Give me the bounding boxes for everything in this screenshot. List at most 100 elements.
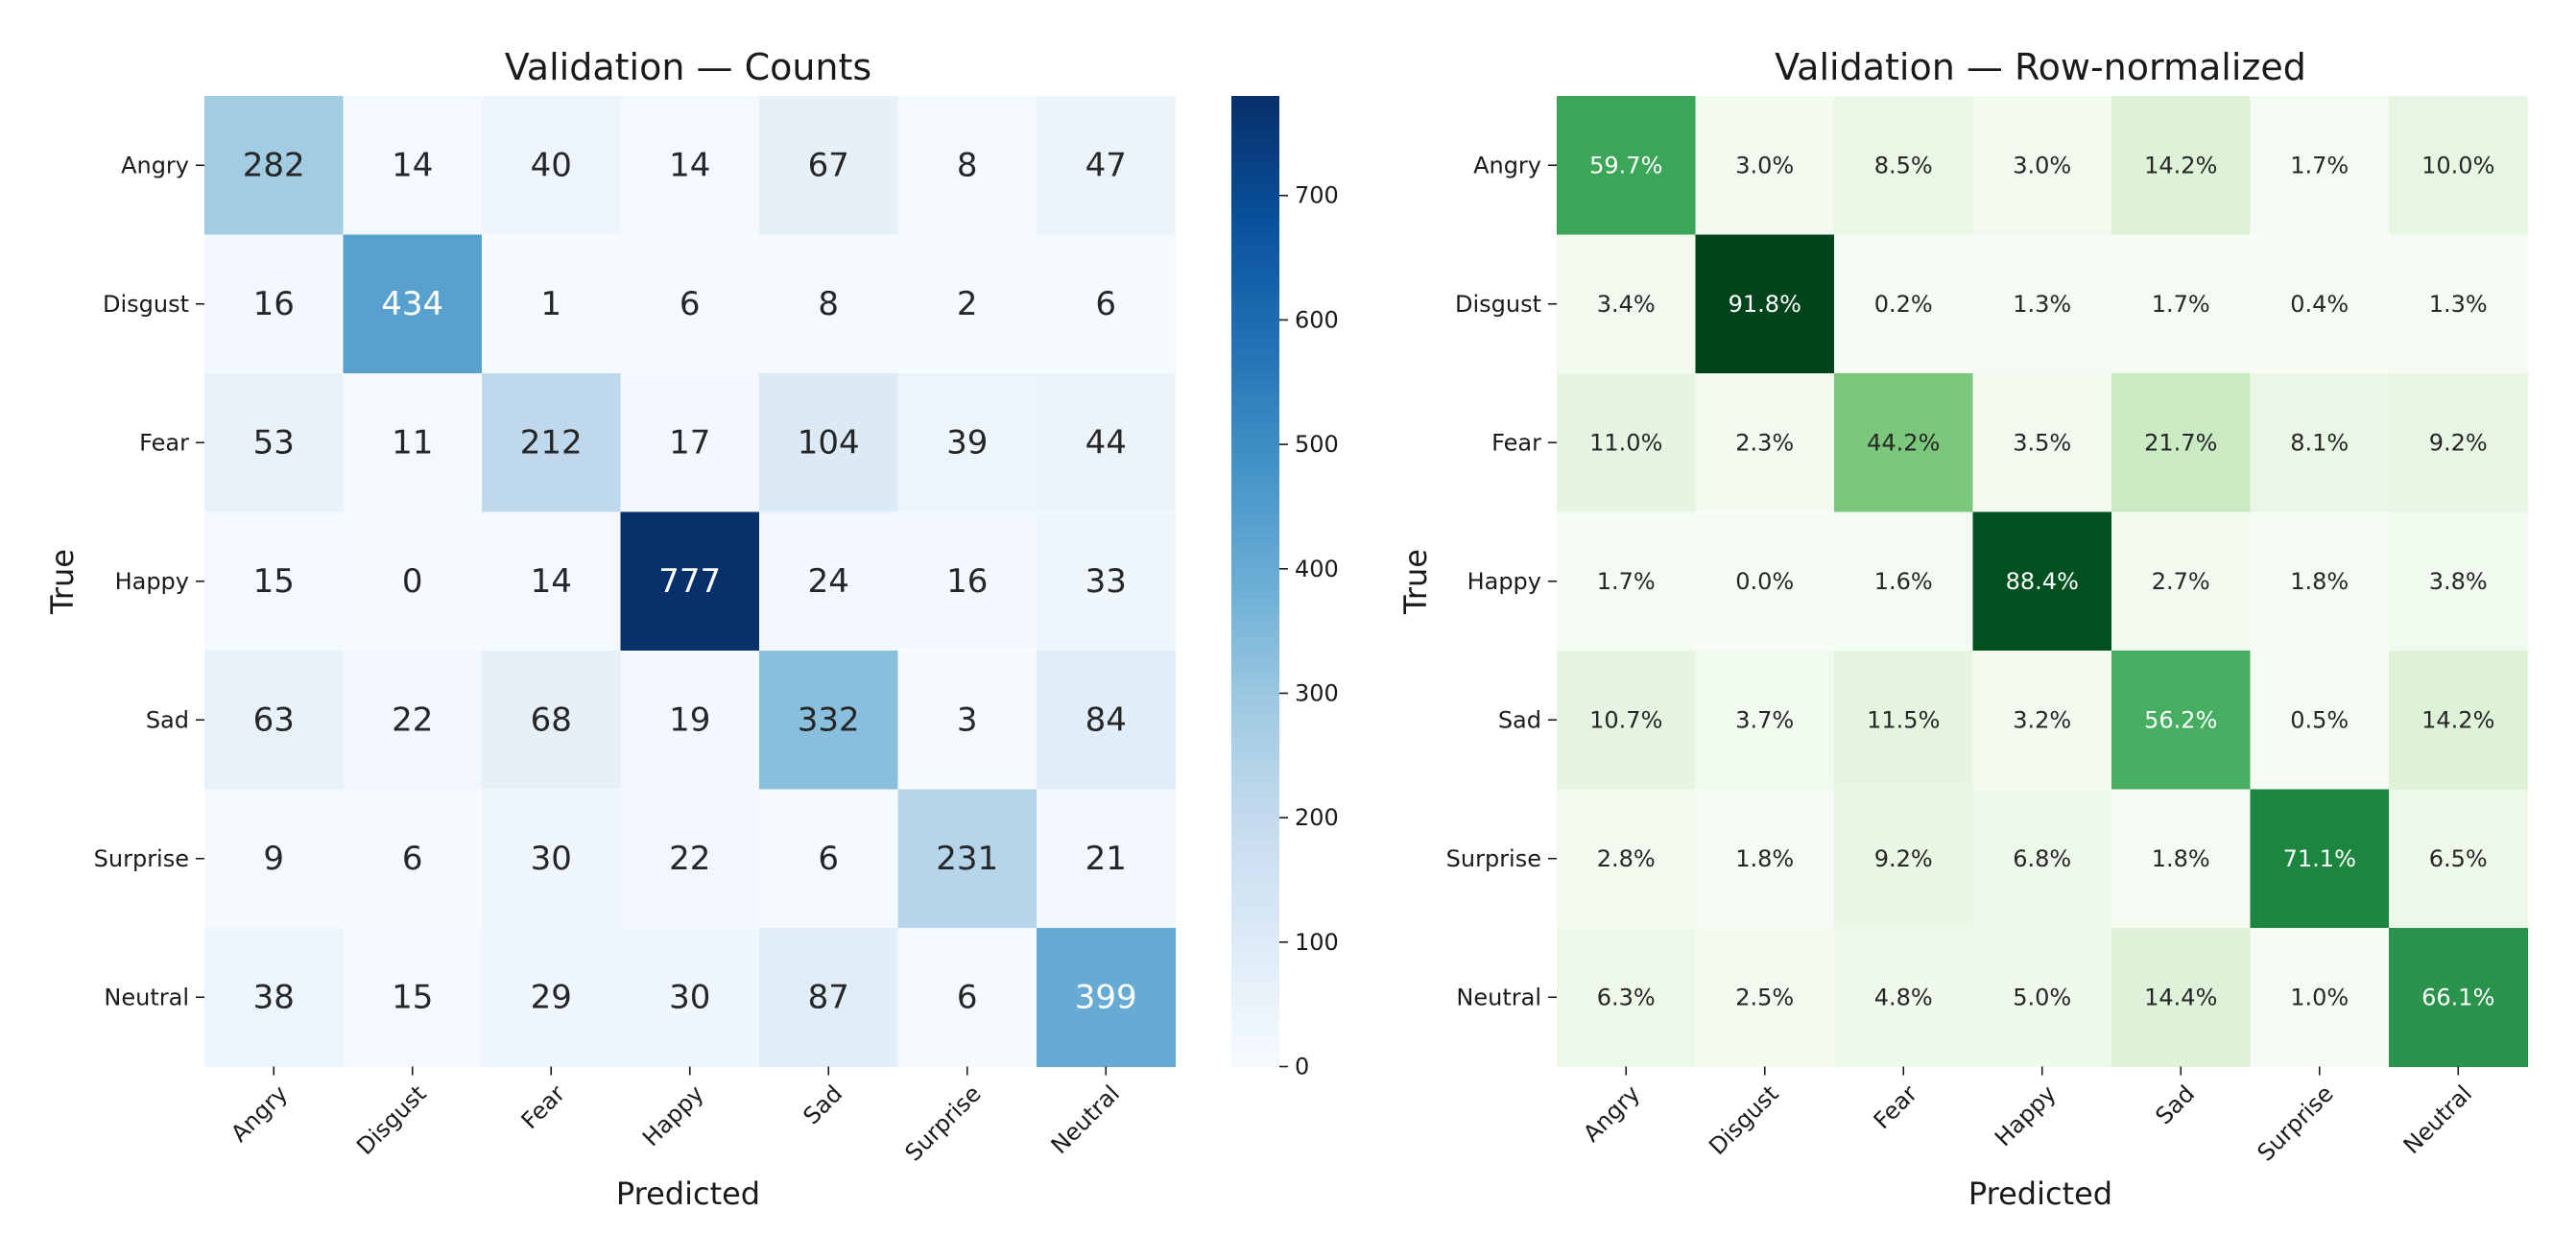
counts-cell-label: 14 <box>531 562 572 601</box>
normalized-cell <box>1695 651 1835 791</box>
counts-cell <box>482 96 622 236</box>
normalized-cell <box>1695 373 1835 513</box>
colorbar-gradient-segment <box>1231 767 1279 776</box>
counts-cell <box>1037 928 1177 1068</box>
colorbar-gradient-segment <box>1231 379 1279 389</box>
normalized-cell-label: 9.2% <box>2429 429 2488 456</box>
colorbar-gradient-segment <box>1231 1002 1279 1011</box>
colorbar-gradient-segment <box>1231 799 1279 809</box>
normalized-cell-label: 0.0% <box>1735 568 1794 595</box>
normalized-cell <box>1972 234 2112 374</box>
normalized-cell-label: 0.4% <box>2290 291 2349 318</box>
counts-cell-label: 33 <box>1085 562 1127 601</box>
colorbar-gradient-segment <box>1231 913 1279 922</box>
normalized-chart-title: Validation — Row-normalized <box>1775 46 2306 88</box>
counts-cell <box>620 96 760 236</box>
counts-cell-label: 63 <box>253 700 295 739</box>
normalized-cell <box>1695 511 1835 652</box>
colorbar-gradient-segment <box>1231 549 1279 558</box>
counts-cell <box>1037 373 1177 513</box>
counts-cell <box>897 373 1038 513</box>
colorbar-gradient-segment <box>1231 314 1279 323</box>
colorbar-tick-label: 700 <box>1295 182 1339 209</box>
normalized-cell-label: 21.7% <box>2144 429 2217 456</box>
counts-cell-label: 282 <box>243 146 305 184</box>
colorbar-gradient-segment <box>1231 1009 1279 1019</box>
counts-cell-label: 8 <box>818 285 839 323</box>
counts-cell <box>897 511 1038 652</box>
counts-cell <box>759 234 899 374</box>
counts-cell <box>1037 789 1177 929</box>
colorbar-gradient-segment <box>1231 605 1279 615</box>
normalized-cell <box>1972 928 2112 1068</box>
colorbar-gradient-segment <box>1231 677 1279 688</box>
normalized-cell-label: 1.7% <box>1597 568 1656 595</box>
colorbar-gradient-segment <box>1231 273 1279 283</box>
colorbar-gradient-segment <box>1231 1050 1279 1059</box>
normalized-cell-label: 3.2% <box>2013 706 2071 733</box>
counts-cell-label: 6 <box>818 840 839 878</box>
normalized-cell-label: 3.8% <box>2429 568 2488 595</box>
normalized-cell <box>2389 651 2529 791</box>
colorbar-gradient-segment <box>1231 1033 1279 1044</box>
counts-cell-label: 40 <box>531 146 572 184</box>
counts-cell <box>759 373 899 513</box>
colorbar-gradient-segment <box>1231 96 1279 106</box>
normalized-cell-label: 1.8% <box>2290 568 2349 595</box>
normalized-cell-label: 14.4% <box>2144 984 2217 1010</box>
normalized-cell <box>1972 373 2112 513</box>
colorbar-gradient-segment <box>1231 629 1279 639</box>
colorbar-gradient-segment <box>1231 184 1279 194</box>
counts-cell-label: 6 <box>1095 285 1116 323</box>
colorbar-gradient-segment <box>1231 209 1279 219</box>
counts-cell-label: 8 <box>957 146 978 184</box>
counts-cell-label: 777 <box>658 562 721 601</box>
counts-cell <box>204 373 345 513</box>
counts-cell <box>1037 96 1177 236</box>
counts-cell <box>759 96 899 236</box>
counts-cell-label: 87 <box>808 978 849 1016</box>
counts-cell <box>482 928 622 1068</box>
colorbar-gradient-segment <box>1231 540 1279 550</box>
colorbar-gradient-segment <box>1231 775 1279 785</box>
normalized-cell <box>1557 651 1697 791</box>
colorbar-gradient-segment <box>1231 136 1279 146</box>
colorbar-gradient-segment <box>1231 322 1279 332</box>
colorbar-gradient-segment <box>1231 460 1279 469</box>
colorbar-gradient-segment <box>1231 726 1279 736</box>
colorbar-gradient-segment <box>1231 193 1279 202</box>
normalized-y-tick-label: Surprise <box>1446 845 1541 872</box>
counts-cell-label: 21 <box>1085 840 1127 878</box>
normalized-cell-label: 0.5% <box>2290 706 2349 733</box>
counts-cell-label: 38 <box>253 978 295 1016</box>
colorbar-gradient-segment <box>1231 864 1279 873</box>
colorbar-gradient-segment <box>1231 993 1279 1003</box>
colorbar-gradient-segment <box>1231 719 1279 728</box>
counts-cell <box>759 511 899 652</box>
counts-cell-label: 6 <box>957 978 978 1016</box>
counts-cell-label: 14 <box>392 146 433 184</box>
normalized-y-tick-label: Happy <box>1467 568 1541 595</box>
normalized-cell-label: 2.8% <box>1597 845 1656 872</box>
colorbar-gradient-segment <box>1231 177 1279 186</box>
counts-cell <box>620 789 760 929</box>
counts-x-axis-label: Predicted <box>616 1175 760 1212</box>
colorbar-gradient-segment <box>1231 573 1279 582</box>
colorbar-gradient-segment <box>1231 920 1279 931</box>
colorbar-gradient-segment <box>1231 338 1279 348</box>
counts-cell-label: 434 <box>381 285 443 323</box>
counts-cell-label: 212 <box>520 423 583 462</box>
normalized-cell-label: 1.8% <box>1735 845 1794 872</box>
normalized-cell-label: 1.3% <box>2429 291 2488 318</box>
normalized-cell-label: 11.0% <box>1589 429 1662 456</box>
counts-cell <box>343 651 483 791</box>
colorbar-gradient-segment <box>1231 306 1279 316</box>
normalized-cell-label: 14.2% <box>2144 152 2217 178</box>
counts-cell-label: 15 <box>253 562 295 601</box>
colorbar-gradient-segment <box>1231 346 1279 356</box>
counts-cell-label: 47 <box>1085 146 1127 184</box>
normalized-cell <box>1972 651 2112 791</box>
colorbar-gradient-segment <box>1231 128 1279 137</box>
counts-cell <box>620 511 760 652</box>
